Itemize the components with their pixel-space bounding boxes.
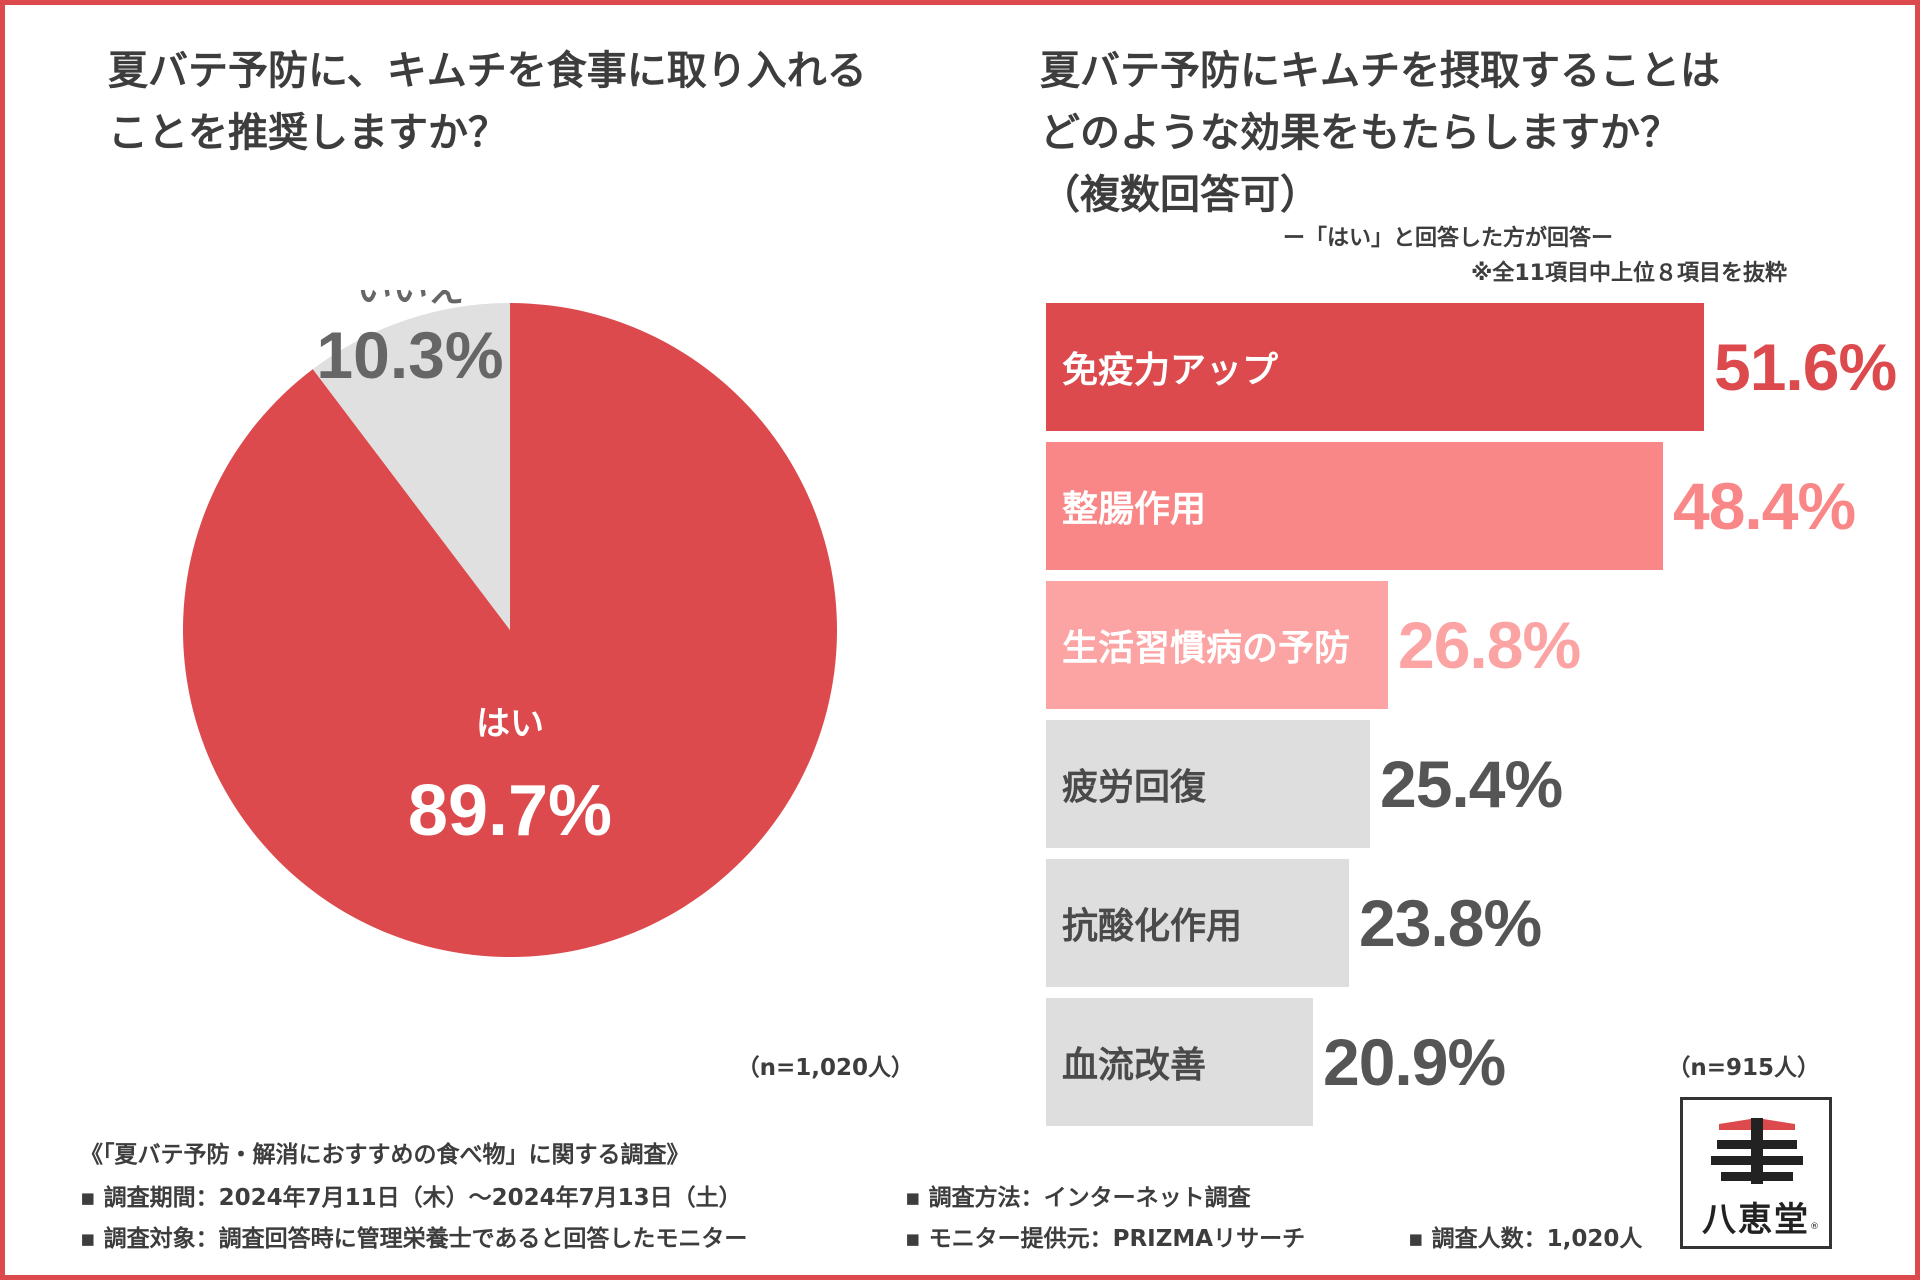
bar-title-line-2: どのような効果をもたらしますか？ — [1040, 110, 1680, 156]
bar-category-label: 疲労回復 — [1062, 767, 1207, 808]
logo-registered-mark: ® — [1810, 1222, 1819, 1232]
pie-slice-no — [312, 303, 510, 630]
pie-slice-yes — [182, 303, 837, 957]
bar-value-label: 26.8% — [1398, 608, 1581, 682]
bar-category-label: 血流改善 — [1062, 1045, 1207, 1086]
pie-title-line-2: ことを推奨しますか？ — [108, 110, 508, 156]
pie-value-no: 10.3% — [316, 318, 503, 392]
bar-title-line-3: （複数回答可） — [1040, 172, 1320, 218]
pie-label-no: いいえ — [356, 290, 464, 310]
pie-value-yes: 89.7% — [408, 771, 612, 851]
brand-logo: 八恵堂 ® — [1680, 1097, 1832, 1249]
logo-name: 八恵堂 — [1702, 1200, 1810, 1240]
bar-value-label: 23.8% — [1359, 886, 1542, 960]
survey-period: ▪ 調査期間：2024年7月11日（木）〜2024年7月13日（土） — [80, 1185, 742, 1211]
bar: 血流改善 — [1046, 998, 1313, 1126]
pie-title-line-1: 夏バテ予防に、キムチを食事に取り入れる — [108, 48, 867, 94]
pie-label-yes: はい — [476, 704, 544, 744]
bar: 疲労回復 — [1046, 720, 1370, 848]
bar-category-label: 抗酸化作用 — [1062, 906, 1243, 947]
answered-note: ー「はい」と回答した方が回答ー — [1282, 226, 1613, 251]
survey-provider: ▪ モニター提供元：PRIZMAリサーチ — [905, 1226, 1306, 1252]
bar-sample-size: （n=915人） — [1667, 1055, 1820, 1081]
bar-value-label: 20.9% — [1323, 1025, 1506, 1099]
bar: 生活習慣病の予防 — [1046, 581, 1388, 709]
survey-title: 《「夏バテ予防・解消におすすめの食べ物」に関する調査》 — [80, 1142, 690, 1168]
logo-mark-icon — [1711, 1118, 1803, 1184]
bar-value-label: 25.4% — [1380, 747, 1563, 821]
bar-category-label: 生活習慣病の予防 — [1062, 628, 1351, 669]
bar: 抗酸化作用 — [1046, 859, 1349, 987]
bar-title-line-1: 夏バテ予防にキムチを摂取することは — [1040, 48, 1720, 94]
bar-value-label: 48.4% — [1673, 469, 1856, 543]
bar-chart-title: 夏バテ予防にキムチを摂取することは どのような効果をもたらしますか？ （複数回答… — [1040, 40, 1720, 226]
survey-count: ▪ 調査人数：1,020人 — [1408, 1226, 1643, 1252]
pie-chart-title: 夏バテ予防に、キムチを食事に取り入れる ことを推奨しますか？ — [108, 40, 867, 164]
bar: 免疫力アップ — [1046, 303, 1704, 431]
extract-note: ※全11項目中上位８項目を抜粋 — [1470, 261, 1787, 286]
survey-target: ▪ 調査対象：調査回答時に管理栄養士であると回答したモニター — [80, 1226, 748, 1252]
pie-chart: いいえ 10.3% はい 89.7% — [182, 290, 837, 957]
bar-category-label: 免疫力アップ — [1062, 350, 1279, 391]
bar: 整腸作用 — [1046, 442, 1663, 570]
survey-method: ▪ 調査方法：インターネット調査 — [905, 1185, 1251, 1211]
pie-sample-size: （n=1,020人） — [736, 1055, 914, 1081]
bar-value-label: 51.6% — [1714, 330, 1897, 404]
bar-category-label: 整腸作用 — [1062, 489, 1207, 530]
